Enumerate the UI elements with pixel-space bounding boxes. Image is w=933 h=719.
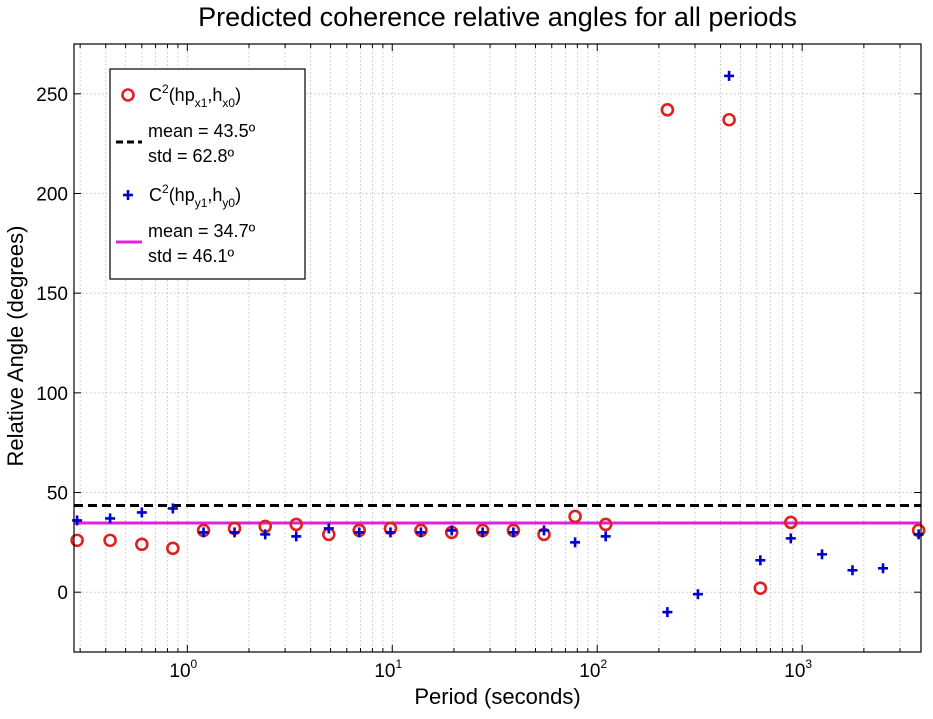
- circle-marker: [568, 509, 582, 524]
- x-axis-label: Period (seconds): [414, 684, 581, 709]
- plus-marker: [817, 549, 828, 560]
- x-tick-label: 103: [784, 657, 812, 682]
- circle-marker: [70, 533, 84, 548]
- plus-marker: [167, 503, 178, 514]
- axes-frame: [73, 43, 922, 653]
- legend-plus-marker: [123, 190, 133, 200]
- plus-marker: [692, 589, 703, 600]
- axis-ticks: 0 50 100 150 200 250 100 101 102 103: [36, 44, 921, 682]
- plus-marker: [105, 513, 116, 524]
- y-tick-label: 100: [36, 384, 68, 405]
- plus-marker: [385, 527, 396, 538]
- plus-marker: [570, 537, 581, 548]
- y-tick-label: 250: [36, 85, 68, 106]
- circle-marker: [289, 517, 304, 532]
- plus-marker: [724, 70, 735, 81]
- x-tick-label: 102: [579, 657, 607, 682]
- plus-marker: [847, 565, 858, 576]
- plus-marker: [662, 607, 673, 618]
- plus-marker: [477, 527, 488, 538]
- legend-circle-marker: [121, 88, 135, 102]
- circle-marker: [753, 581, 768, 596]
- plus-marker: [446, 525, 457, 536]
- plus-marker: [291, 531, 302, 542]
- plus-marker: [785, 533, 796, 544]
- plus-marker: [878, 563, 889, 574]
- x-tick-label: 100: [169, 657, 197, 682]
- plus-marker: [354, 527, 365, 538]
- plus-marker: [229, 527, 240, 538]
- chart-title: Predicted coherence relative angles for …: [198, 2, 797, 32]
- y-tick-label: 150: [36, 284, 68, 305]
- plus-marker: [755, 555, 766, 566]
- plus-marker: [600, 531, 611, 542]
- legend-entry-label: C2(hpx1,hx0): [149, 82, 241, 110]
- x-tick-label: 101: [374, 657, 402, 682]
- legend-entry-label: C2(hpy1,hy0): [149, 182, 241, 210]
- circle-marker: [166, 541, 180, 556]
- y-tick-label: 50: [47, 484, 68, 505]
- circle-marker: [598, 517, 613, 532]
- y-tick-label: 0: [57, 583, 68, 604]
- legend-mean-label: mean = 34.7º: [148, 221, 256, 241]
- y-tick-label: 200: [36, 185, 68, 206]
- legend-std-label: std = 62.8º: [148, 146, 235, 166]
- circle-marker: [722, 112, 736, 127]
- reference-lines: [74, 503, 921, 525]
- circle-marker: [660, 102, 675, 117]
- plus-marker: [913, 529, 924, 540]
- legend-box: [109, 68, 306, 280]
- plus-marker: [539, 525, 550, 536]
- legend-mean-label: mean = 43.5º: [148, 121, 256, 141]
- plus-marker: [136, 507, 147, 518]
- legend: C2(hpx1,hx0) mean = 43.5º std = 62.8º C2(hp…: [109, 68, 306, 280]
- circle-marker: [135, 537, 149, 552]
- circle-marker: [103, 533, 117, 548]
- data-markers: [70, 70, 926, 618]
- legend-std-label: std = 46.1º: [148, 246, 235, 266]
- plus-marker: [198, 527, 209, 538]
- plus-marker: [260, 529, 271, 540]
- plus-marker: [508, 527, 519, 538]
- plus-marker: [415, 527, 426, 538]
- circle-marker: [783, 515, 798, 530]
- plus-marker: [323, 523, 334, 534]
